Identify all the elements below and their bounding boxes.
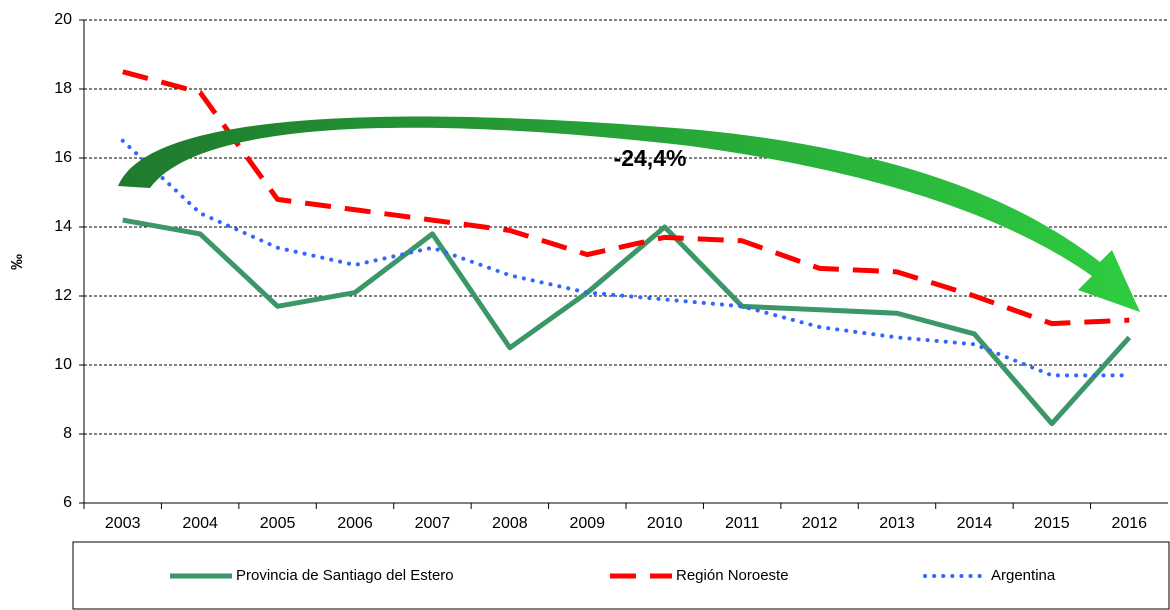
x-tick-label: 2006	[337, 515, 373, 532]
series-line	[122, 69, 1130, 327]
legend-label: Región Noroeste	[676, 567, 789, 584]
y-tick-label: 6	[63, 494, 72, 511]
x-tick-label: 2005	[260, 515, 296, 532]
x-tick-label: 2014	[957, 515, 993, 532]
x-tick-label: 2012	[802, 515, 838, 532]
legend-label: Provincia de Santiago del Estero	[236, 567, 454, 584]
x-tick-label: 2004	[182, 515, 218, 532]
x-tick-label: 2013	[879, 515, 915, 532]
annotation: -24,4%	[614, 145, 687, 171]
legend-label: Argentina	[991, 567, 1056, 584]
x-tick-label: 2011	[725, 515, 760, 532]
x-tick-label: 2010	[647, 515, 683, 532]
y-tick-label: 12	[54, 287, 72, 304]
y-tick-label: 8	[63, 425, 72, 442]
x-tick-label: 2008	[492, 515, 528, 532]
x-tick-label: 2007	[415, 515, 451, 532]
series-line	[122, 217, 1132, 427]
y-tick-label: 10	[54, 356, 72, 373]
x-tick-label: 2009	[569, 515, 605, 532]
y-tick-label: 14	[54, 218, 72, 235]
trend-arrow	[118, 116, 1140, 312]
y-tick-label: 20	[54, 11, 72, 28]
y-tick-label: 18	[54, 80, 72, 97]
x-tick-label: 2015	[1034, 515, 1070, 532]
y-tick-label: 16	[54, 149, 72, 166]
legend-box	[72, 541, 1170, 610]
y-axis-title: ‰	[9, 254, 26, 270]
x-tick-label: 2016	[1111, 515, 1147, 532]
x-tick-label: 2003	[105, 515, 141, 532]
